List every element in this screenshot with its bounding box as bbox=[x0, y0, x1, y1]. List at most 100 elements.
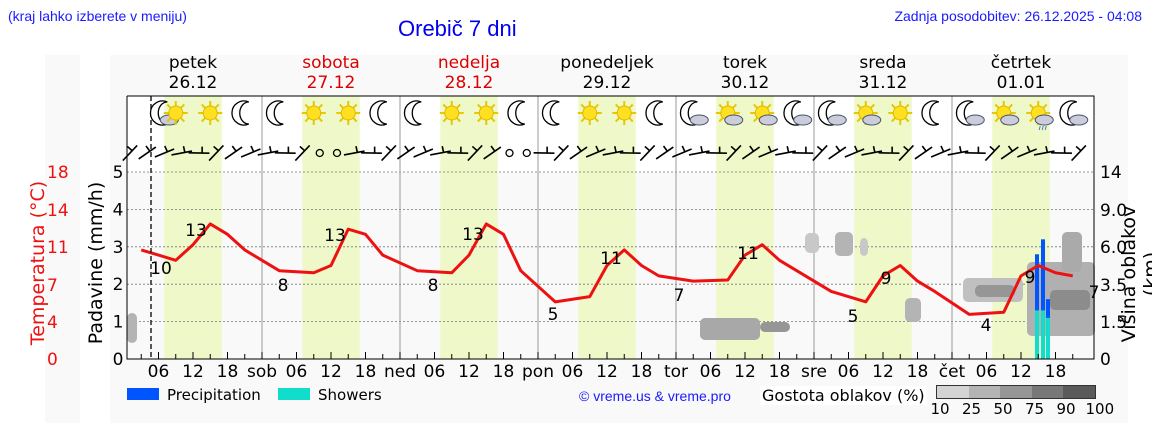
wind-calm-icon bbox=[522, 148, 531, 158]
wind-barb-icon bbox=[122, 144, 138, 162]
last-update: Zadnja posodobitev: 26.12.2025 - 04:08 bbox=[894, 8, 1142, 24]
svg-text:9: 9 bbox=[1025, 268, 1036, 288]
wind-barb-icon bbox=[672, 145, 692, 158]
cloud-scale-label: 90 bbox=[1056, 400, 1076, 418]
location-hint[interactable]: (kraj lahko izberete v meniju) bbox=[8, 8, 187, 24]
day-date: 31.12 bbox=[858, 73, 908, 93]
wind-barb-icon bbox=[154, 145, 175, 158]
cloud-density-area bbox=[1062, 232, 1082, 272]
sun-icon bbox=[888, 101, 913, 125]
moon-icon bbox=[369, 100, 388, 126]
svg-text:9: 9 bbox=[881, 269, 892, 289]
svg-text:1.5: 1.5 bbox=[1100, 313, 1127, 333]
sun-cloud-icon bbox=[750, 101, 778, 126]
temperature-line bbox=[140, 222, 1074, 316]
svg-text:18: 18 bbox=[355, 362, 377, 382]
svg-text:5: 5 bbox=[848, 307, 859, 327]
svg-text:7: 7 bbox=[674, 286, 685, 306]
moon-cloud-icon bbox=[783, 100, 813, 126]
moon-icon bbox=[507, 100, 526, 126]
sun-icon bbox=[163, 101, 188, 125]
wind-barb-icon bbox=[483, 145, 502, 160]
cloud-scale-label: 75 bbox=[1024, 400, 1045, 418]
svg-text:0: 0 bbox=[47, 350, 58, 370]
day-date: 28.12 bbox=[444, 73, 494, 93]
svg-text:14: 14 bbox=[1100, 163, 1122, 183]
wind-barb-icon bbox=[240, 145, 261, 158]
svg-text:18: 18 bbox=[631, 362, 653, 382]
svg-text:06: 06 bbox=[562, 362, 584, 382]
day-name: četrtek bbox=[990, 53, 1052, 73]
wind-barb-icon bbox=[964, 146, 986, 155]
svg-text:čet: čet bbox=[939, 362, 966, 382]
svg-text:4: 4 bbox=[113, 200, 124, 220]
sun-cloud-icon bbox=[853, 101, 882, 126]
svg-text:06: 06 bbox=[286, 362, 308, 382]
svg-text:7: 7 bbox=[47, 276, 58, 296]
sun-cloud-rain-icon bbox=[1026, 101, 1054, 131]
wind-barb-icon bbox=[984, 144, 1001, 162]
wind-barb-icon bbox=[930, 145, 951, 158]
wind-barb-icon bbox=[758, 145, 779, 158]
wind-barb-icon bbox=[775, 145, 796, 156]
sun-icon bbox=[612, 101, 637, 125]
cloud-scale-label: 50 bbox=[993, 400, 1013, 418]
svg-text:14: 14 bbox=[47, 201, 69, 221]
moon-cloud-icon bbox=[679, 100, 709, 126]
copyright-link[interactable]: © vreme.us & vreme.pro bbox=[579, 388, 731, 404]
moon-icon bbox=[921, 100, 940, 126]
svg-text:9.0: 9.0 bbox=[1100, 201, 1127, 221]
wind-barb-icon bbox=[1051, 146, 1072, 155]
day-name: ponedeljek bbox=[560, 53, 654, 73]
day-date: 30.12 bbox=[720, 73, 770, 93]
wind-barb-icon bbox=[828, 145, 847, 160]
moon-cloud-icon bbox=[955, 100, 985, 126]
wind-barb-icon bbox=[602, 145, 624, 156]
precipitation-swatch bbox=[127, 388, 159, 400]
wind-calm-icon bbox=[505, 148, 514, 158]
svg-text:18: 18 bbox=[769, 362, 791, 382]
svg-text:12: 12 bbox=[734, 362, 756, 382]
wind-barb-icon bbox=[688, 145, 710, 156]
wind-barb-icon bbox=[138, 145, 157, 160]
page-title: Orebič 7 dni bbox=[398, 16, 517, 41]
wind-barb-icon bbox=[553, 144, 569, 162]
wind-barb-icon bbox=[257, 145, 279, 156]
svg-text:0: 0 bbox=[1100, 350, 1111, 370]
svg-text:06: 06 bbox=[424, 362, 446, 382]
day-date: 26.12 bbox=[168, 73, 218, 93]
day-name: petek bbox=[168, 53, 218, 73]
svg-text:12: 12 bbox=[458, 362, 480, 382]
wind-barb-icon bbox=[878, 146, 900, 155]
svg-text:12: 12 bbox=[1010, 362, 1032, 382]
wind-barb-icon bbox=[726, 144, 742, 162]
svg-text:0: 0 bbox=[113, 350, 124, 370]
wind-barb-icon bbox=[224, 145, 243, 160]
wind-barb-icon bbox=[343, 145, 365, 156]
wind-barb-icon bbox=[812, 144, 828, 162]
svg-text:8: 8 bbox=[428, 276, 439, 296]
sun-cloud-icon bbox=[991, 101, 1020, 126]
wind-barb-icon bbox=[533, 146, 555, 155]
svg-text:pon: pon bbox=[522, 362, 554, 382]
svg-text:06: 06 bbox=[700, 362, 722, 382]
cloud-scale-label: 25 bbox=[961, 400, 982, 418]
wind-barb-icon bbox=[430, 145, 451, 156]
svg-text:5: 5 bbox=[548, 305, 559, 325]
svg-text:18: 18 bbox=[217, 362, 239, 382]
wind-barb-icon bbox=[898, 144, 914, 162]
day-name: torek bbox=[723, 53, 767, 73]
day-date: 29.12 bbox=[582, 73, 632, 93]
svg-text:6.0: 6.0 bbox=[1100, 238, 1127, 258]
cloud-scale-label: 100 bbox=[1085, 400, 1115, 418]
moon-cloud-icon bbox=[1059, 100, 1089, 126]
moon-icon bbox=[231, 100, 250, 126]
moon-icon bbox=[265, 100, 284, 126]
svg-text:8: 8 bbox=[278, 276, 289, 296]
sun-icon bbox=[198, 101, 223, 125]
cloud-density-area bbox=[835, 232, 853, 256]
cloud-density-area bbox=[700, 318, 760, 340]
cloud-density-scale bbox=[936, 385, 1096, 399]
precipitation-legend: Precipitation bbox=[167, 386, 261, 404]
moon-cloud-icon bbox=[817, 100, 847, 126]
